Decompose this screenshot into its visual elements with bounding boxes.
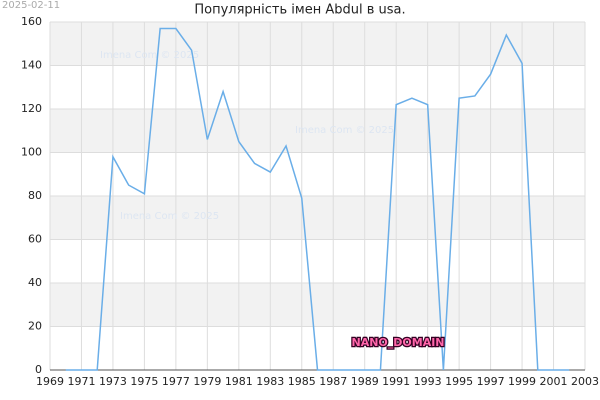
x-tick-label: 1993 bbox=[414, 375, 442, 388]
x-tick-label: 1995 bbox=[445, 375, 473, 388]
x-tick-label: 2003 bbox=[571, 375, 599, 388]
y-tick-label: 160 bbox=[21, 15, 42, 28]
x-tick-label: 1999 bbox=[508, 375, 536, 388]
data-line bbox=[65, 27, 570, 371]
y-tick-label: 20 bbox=[28, 320, 42, 333]
x-tick-label: 1983 bbox=[256, 375, 284, 388]
x-tick-label: 1991 bbox=[382, 375, 410, 388]
y-tick-label: 100 bbox=[21, 146, 42, 159]
date-label: 2025-02-11 bbox=[2, 0, 60, 11]
x-tick-label: 1985 bbox=[288, 375, 316, 388]
x-tick-label: 1981 bbox=[225, 375, 253, 388]
badge: NANO_DOMAIN bbox=[351, 336, 444, 349]
watermark: Imena Com © 2025 bbox=[295, 125, 394, 136]
y-tick-label: 40 bbox=[28, 276, 42, 289]
y-tick-label: 80 bbox=[28, 189, 42, 202]
x-tick-label: 1989 bbox=[351, 375, 379, 388]
watermark: Imena Com © 2025 bbox=[120, 211, 219, 222]
y-tick-label: 140 bbox=[21, 59, 42, 72]
x-tick-label: 1971 bbox=[67, 375, 95, 388]
y-tick-label: 0 bbox=[35, 363, 42, 376]
grid-band bbox=[50, 109, 585, 153]
y-tick-label: 60 bbox=[28, 233, 42, 246]
x-tick-label: 2001 bbox=[540, 375, 568, 388]
x-tick-label: 1987 bbox=[319, 375, 347, 388]
watermark: Imena Com © 2025 bbox=[100, 50, 199, 61]
chart-title: Популярність імен Abdul в usa. bbox=[194, 3, 405, 18]
y-tick-label: 120 bbox=[21, 102, 42, 115]
x-tick-label: 1997 bbox=[477, 375, 505, 388]
x-tick-label: 1977 bbox=[162, 375, 190, 388]
x-tick-label: 1975 bbox=[130, 375, 158, 388]
x-tick-label: 1973 bbox=[99, 375, 127, 388]
grid-band bbox=[50, 283, 585, 327]
x-tick-label: 1979 bbox=[193, 375, 221, 388]
grid-band bbox=[50, 196, 585, 240]
grid-band bbox=[50, 22, 585, 66]
x-tick-label: 1969 bbox=[36, 375, 64, 388]
